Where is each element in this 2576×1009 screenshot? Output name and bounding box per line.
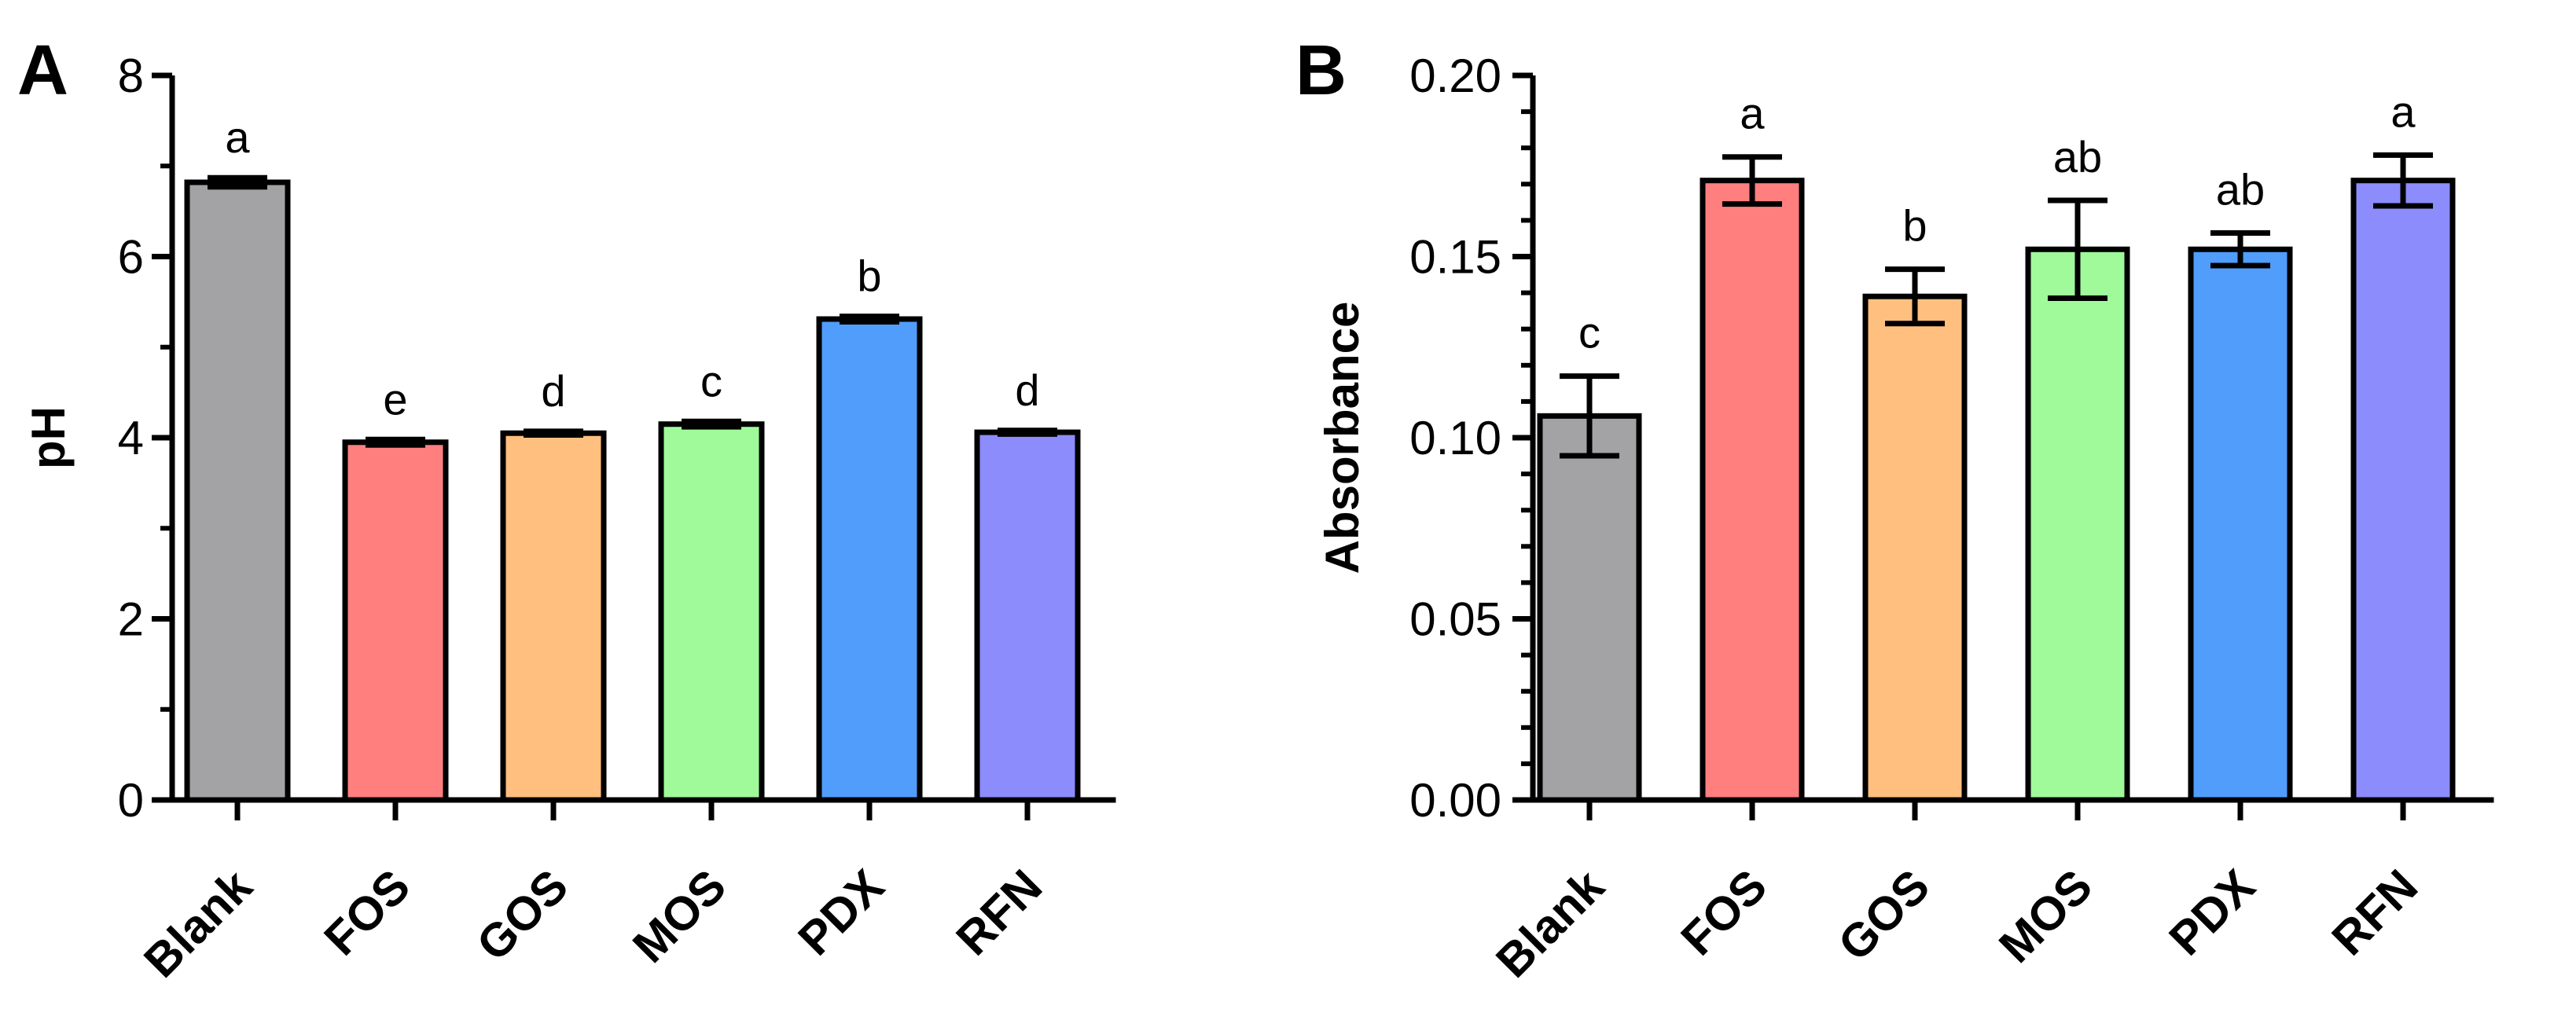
bar-pdx (2188, 246, 2293, 803)
panel-b: B 0.00 0.05 0.10 0.15 0.20 Absorbance c Blank a FO… (1295, 31, 2494, 988)
y-tick-label: 0.15 (1409, 231, 1501, 284)
category-label: GOS (1828, 860, 1940, 971)
bar-fos (342, 439, 449, 803)
category-label: GOS (467, 860, 579, 971)
category-label: PDX (2159, 860, 2265, 966)
bar-pdx (816, 316, 923, 803)
category-label: RFN (946, 860, 1053, 966)
bar-gos (500, 430, 607, 803)
y-tick-label: 4 (118, 412, 144, 464)
significance-label: b (1902, 201, 1927, 251)
significance-label: d (541, 366, 565, 416)
significance-label: b (857, 251, 881, 301)
y-tick-label: 0.10 (1409, 412, 1501, 464)
y-tick-label: 0 (118, 774, 144, 827)
y-tick-label: 2 (118, 593, 144, 646)
category-label: MOS (1989, 860, 2102, 973)
category-label: RFN (2322, 860, 2428, 966)
bar-gos (1862, 293, 1968, 803)
significance-label: ab (2053, 132, 2102, 182)
category-label: PDX (788, 860, 895, 966)
significance-label: a (2390, 86, 2416, 136)
y-tick-label: 0.05 (1409, 593, 1501, 646)
bar-mos (658, 421, 765, 803)
significance-label: a (225, 112, 250, 162)
category-label: Blank (1486, 859, 1614, 987)
y-tick-label: 0.00 (1409, 774, 1501, 827)
significance-label: ab (2216, 165, 2265, 215)
panel-letter: B (1295, 31, 1347, 110)
significance-label: d (1015, 365, 1039, 415)
significance-label: c (1578, 308, 1600, 358)
bar-rfn (2350, 178, 2456, 803)
category-label: MOS (623, 860, 736, 973)
panel-a: A 0 2 4 6 8 pH a Blank e FOS d GOS c MOS b PDX d RFN (17, 31, 1116, 988)
significance-label: a (1740, 89, 1765, 138)
y-axis-title: Absorbance (1316, 302, 1369, 574)
y-tick-label: 0.20 (1409, 50, 1501, 102)
bar-mos (2025, 246, 2130, 803)
category-label: Blank (134, 859, 262, 987)
bar-fos (1700, 178, 1805, 803)
significance-label: c (700, 356, 722, 405)
y-tick-label: 8 (118, 50, 144, 102)
bar-rfn (974, 429, 1081, 803)
panel-letter: A (17, 31, 68, 110)
y-tick-label: 6 (118, 231, 144, 284)
bar-blank (184, 179, 291, 803)
y-axis-title: pH (22, 406, 75, 469)
category-label: FOS (314, 860, 421, 966)
bar-blank (1537, 413, 1642, 803)
significance-label: e (383, 374, 407, 424)
category-label: FOS (1671, 860, 1777, 966)
